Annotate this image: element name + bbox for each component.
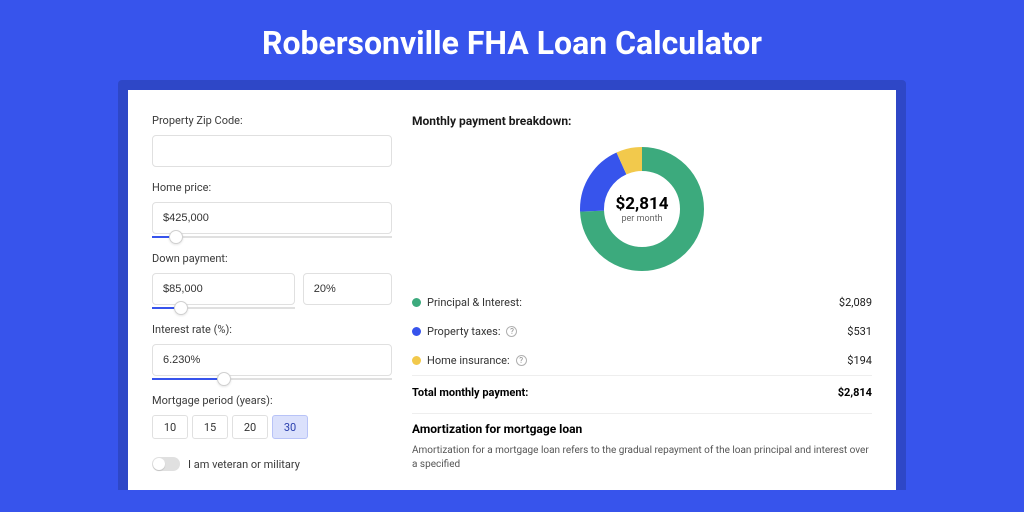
legend-label-1: Property taxes: — [427, 325, 500, 338]
period-options: 10152030 — [152, 415, 392, 439]
veteran-label: I am veteran or military — [188, 458, 300, 471]
legend-value-0: $2,089 — [839, 296, 872, 309]
rate-label: Interest rate (%): — [152, 323, 392, 336]
rate-slider-fill — [152, 378, 224, 380]
amort-text: Amortization for a mortgage loan refers … — [412, 444, 872, 472]
breakdown-title: Monthly payment breakdown: — [412, 114, 872, 128]
legend-left-2: Home insurance:? — [412, 354, 527, 367]
price-slider-thumb[interactable] — [169, 230, 183, 244]
legend-value-2: $194 — [847, 354, 872, 367]
calculator-outer: Property Zip Code: Home price: Down paym… — [118, 80, 906, 490]
amort-title: Amortization for mortgage loan — [412, 422, 872, 436]
zip-input[interactable] — [152, 135, 392, 167]
zip-label: Property Zip Code: — [152, 114, 392, 127]
calculator-card: Property Zip Code: Home price: Down paym… — [128, 90, 896, 490]
form-panel: Property Zip Code: Home price: Down paym… — [152, 114, 392, 490]
price-field: Home price: — [152, 181, 392, 238]
legend-dot-1 — [412, 327, 421, 336]
total-row: Total monthly payment: $2,814 — [412, 376, 872, 413]
down-label: Down payment: — [152, 252, 392, 265]
breakdown-panel: Monthly payment breakdown: $2,814 per mo… — [412, 114, 872, 490]
veteran-toggle-knob — [153, 458, 165, 470]
legend-dot-0 — [412, 298, 421, 307]
down-percent-input[interactable] — [303, 273, 392, 305]
donut-chart: $2,814 per month — [412, 140, 872, 288]
period-label: Mortgage period (years): — [152, 394, 392, 407]
down-amount-input[interactable] — [152, 273, 295, 305]
legend-row-1: Property taxes:? $531 — [412, 317, 872, 346]
donut-value: $2,814 — [616, 194, 669, 214]
legend-left-1: Property taxes:? — [412, 325, 517, 338]
price-slider[interactable] — [152, 236, 392, 238]
page-title: Robersonville FHA Loan Calculator — [0, 0, 1024, 80]
info-icon[interactable]: ? — [516, 355, 527, 366]
period-option-10[interactable]: 10 — [152, 415, 188, 439]
zip-field: Property Zip Code: — [152, 114, 392, 167]
total-value: $2,814 — [838, 386, 872, 399]
legend-row-0: Principal & Interest: $2,089 — [412, 288, 872, 317]
legend-left-0: Principal & Interest: — [412, 296, 522, 309]
legend-list: Principal & Interest: $2,089 Property taxe… — [412, 288, 872, 375]
donut-center: $2,814 per month — [579, 146, 705, 272]
legend-row-2: Home insurance:? $194 — [412, 346, 872, 375]
legend-label-0: Principal & Interest: — [427, 296, 522, 309]
price-label: Home price: — [152, 181, 392, 194]
price-input[interactable] — [152, 202, 392, 234]
period-option-20[interactable]: 20 — [232, 415, 268, 439]
rate-input[interactable] — [152, 344, 392, 376]
total-label: Total monthly payment: — [412, 386, 528, 399]
down-field: Down payment: — [152, 252, 392, 309]
period-option-15[interactable]: 15 — [192, 415, 228, 439]
rate-slider-thumb[interactable] — [217, 372, 231, 386]
period-field: Mortgage period (years): 10152030 — [152, 394, 392, 439]
legend-value-1: $531 — [847, 325, 872, 338]
donut-sublabel: per month — [621, 214, 662, 224]
down-slider[interactable] — [152, 307, 295, 309]
down-slider-thumb[interactable] — [174, 301, 188, 315]
legend-dot-2 — [412, 356, 421, 365]
veteran-toggle[interactable] — [152, 457, 180, 471]
rate-field: Interest rate (%): — [152, 323, 392, 380]
period-option-30[interactable]: 30 — [272, 415, 308, 439]
divider-2 — [412, 413, 872, 414]
veteran-row: I am veteran or military — [152, 457, 392, 471]
legend-label-2: Home insurance: — [427, 354, 510, 367]
info-icon[interactable]: ? — [506, 326, 517, 337]
rate-slider[interactable] — [152, 378, 392, 380]
